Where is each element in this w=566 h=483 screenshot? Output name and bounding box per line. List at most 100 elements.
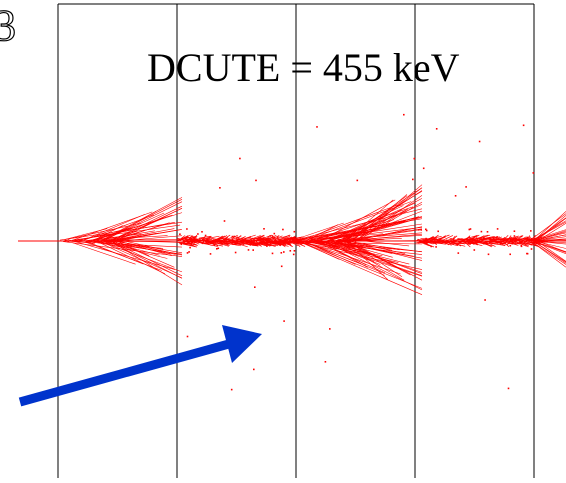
track-segment xyxy=(72,243,136,265)
track-dot xyxy=(263,228,265,230)
track-dot xyxy=(514,230,516,232)
track-dot xyxy=(506,239,508,241)
track-dot xyxy=(435,246,437,248)
track-dot xyxy=(187,336,189,338)
track-dot xyxy=(523,125,525,127)
track-dot xyxy=(290,250,292,252)
track-dot xyxy=(515,241,517,243)
track-dot xyxy=(412,179,414,181)
track-segment xyxy=(94,241,182,254)
track-dot xyxy=(272,253,274,255)
track-dot xyxy=(294,231,296,233)
track-dot xyxy=(197,233,199,235)
track-dot xyxy=(325,361,327,363)
track-dot xyxy=(254,286,256,288)
track-dot xyxy=(465,186,467,188)
panel-label: 3 xyxy=(0,4,16,48)
track-dot xyxy=(189,247,191,249)
track-dot xyxy=(316,126,318,128)
track-dot xyxy=(474,249,476,251)
track-dot xyxy=(266,245,268,247)
track-dot xyxy=(423,168,425,170)
track-dot xyxy=(487,231,489,233)
track-dot xyxy=(531,248,533,250)
track-dot xyxy=(239,158,241,160)
track-dot xyxy=(481,231,483,233)
track-dot xyxy=(526,253,528,255)
track-dot xyxy=(437,231,439,233)
track-dot xyxy=(470,228,472,230)
track-dot xyxy=(210,253,212,255)
track-dot xyxy=(281,266,283,268)
track-dot xyxy=(483,237,485,239)
track-dot xyxy=(357,180,359,182)
track-dot xyxy=(479,141,481,143)
track-dot xyxy=(521,236,523,238)
track-dot xyxy=(527,237,529,239)
track-dot xyxy=(497,228,499,230)
track-dot xyxy=(179,233,181,235)
track-dot xyxy=(214,244,216,246)
track-dot xyxy=(282,229,284,231)
track-dot xyxy=(530,230,532,232)
track-dot xyxy=(255,180,257,182)
track-dot xyxy=(216,248,218,250)
track-dot xyxy=(514,235,516,237)
track-segment xyxy=(472,240,489,241)
track-segment xyxy=(346,240,423,281)
track-dot xyxy=(488,254,490,256)
track-dot xyxy=(216,239,218,241)
track-dot xyxy=(508,388,510,390)
track-dot xyxy=(426,230,428,232)
track-dot xyxy=(294,250,296,252)
energy-cut-label: DCUTE = 455 keV xyxy=(147,48,460,88)
track-dot xyxy=(201,231,203,233)
track-dot xyxy=(521,245,523,247)
track-dot xyxy=(252,249,254,251)
track-dot xyxy=(274,233,276,235)
track-dot xyxy=(427,240,429,242)
particle-tracks xyxy=(18,114,566,391)
track-dot xyxy=(496,241,498,243)
track-dot xyxy=(187,252,189,254)
track-dot xyxy=(414,158,416,160)
track-dot xyxy=(329,328,331,330)
track-dot xyxy=(224,220,226,222)
track-dot xyxy=(275,239,277,241)
track-dot xyxy=(496,236,498,238)
track-dot xyxy=(458,252,460,254)
track-dot xyxy=(511,243,513,245)
track-dot xyxy=(509,254,511,256)
track-dot xyxy=(269,235,271,237)
track-dot xyxy=(235,252,237,254)
incident-particle-arrow-icon xyxy=(20,325,262,402)
track-dot xyxy=(433,240,435,242)
track-dot xyxy=(418,229,420,231)
track-dot xyxy=(484,299,486,301)
track-dot xyxy=(253,369,255,371)
track-dot xyxy=(425,238,427,240)
track-dot xyxy=(533,172,535,174)
track-dot xyxy=(205,235,207,237)
track-dot xyxy=(500,243,502,245)
track-dot xyxy=(430,246,432,248)
track-dot xyxy=(526,238,528,240)
track-dot xyxy=(251,243,253,245)
track-dot xyxy=(181,244,183,246)
track-dot xyxy=(436,128,438,130)
track-dot xyxy=(188,251,190,253)
track-dot xyxy=(219,187,221,189)
track-dot xyxy=(420,229,422,231)
track-dot xyxy=(232,236,234,238)
track-dot xyxy=(218,239,220,241)
track-dot xyxy=(218,248,220,250)
track-dot xyxy=(510,245,512,247)
track-dot xyxy=(293,254,295,256)
track-dot xyxy=(283,251,285,253)
track-dot xyxy=(191,239,193,241)
track-dot xyxy=(508,241,510,243)
track-dot xyxy=(186,228,188,230)
track-dot xyxy=(455,195,457,197)
track-dot xyxy=(217,245,219,247)
